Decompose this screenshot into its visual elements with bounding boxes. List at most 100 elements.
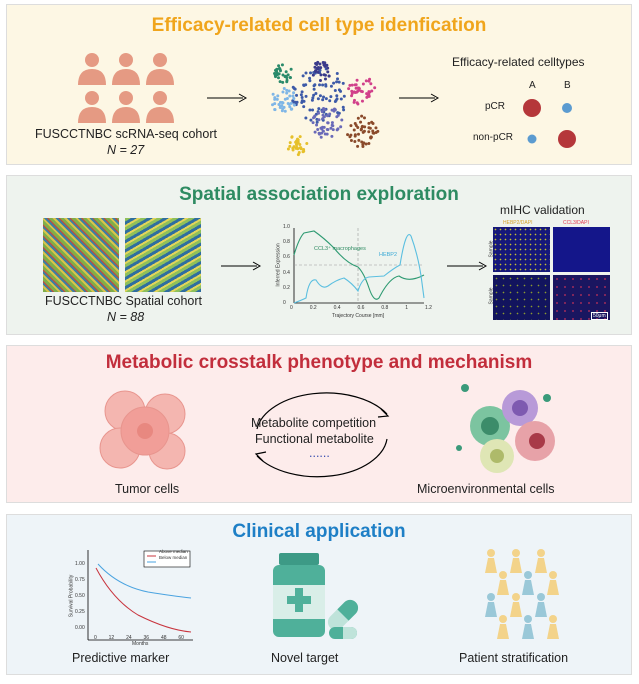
panel3-title: Metabolic crosstalk phenotype and mechan… <box>105 352 533 373</box>
y-tick: 0 <box>283 299 286 306</box>
trajectory-xlabel: Trajectory Course [mm] <box>332 313 385 319</box>
pcr-label: pCR <box>485 101 506 112</box>
survival-yticks: 0.00 0.25 0.50 0.75 1.00 <box>75 561 85 631</box>
celltypes-legend-title: Efficacy-related celltypes <box>452 55 585 69</box>
panel4-title: Clinical application <box>232 521 406 542</box>
y-tick: 0.50 <box>75 593 85 599</box>
patient-stratification-label: Patient stratification <box>459 651 569 665</box>
scrna-cohort-label: FUSCCTNBC scRNA-seq cohort <box>35 127 217 141</box>
trajectory-chart <box>293 228 425 304</box>
survival-ylabel: Survival Probability <box>68 574 75 618</box>
hebp2-line <box>293 234 425 304</box>
panel2-title: Spatial association exploration <box>179 184 459 205</box>
legend-above-median: Above median <box>159 549 188 554</box>
x-tick: 12 <box>108 635 115 641</box>
x-tick: 0 <box>94 635 97 641</box>
person-icon <box>485 549 497 573</box>
x-tick: 0.4 <box>333 305 341 311</box>
trajectory-series1-label: CCL3⁺ macrophages <box>314 246 366 252</box>
microenvironment-cells-label: Microenvironmental cells <box>417 482 555 496</box>
person-icon <box>535 593 547 617</box>
y-tick: 0.25 <box>75 609 85 615</box>
survival-chart <box>87 550 193 641</box>
novel-target-label: Novel target <box>271 651 339 665</box>
arrow-icon <box>221 261 262 271</box>
y-tick: 0.8 <box>283 239 290 246</box>
y-tick: 0.6 <box>283 254 290 261</box>
person-icon <box>497 571 509 595</box>
person-icon <box>485 593 497 617</box>
y-tick: 0.2 <box>283 284 290 291</box>
mihc-image-1 <box>493 227 550 272</box>
spatial-map-1 <box>43 218 119 292</box>
mihc-col1: HEBP2/DAPI <box>503 220 533 226</box>
ccl3-line <box>293 230 425 300</box>
drug-bottle-icon <box>273 553 359 639</box>
arrow-icon <box>447 261 488 271</box>
person-icon <box>510 549 522 573</box>
mihc-image-3 <box>493 275 550 320</box>
x-tick: 24 <box>126 635 132 641</box>
x-tick: 0.6 <box>357 305 365 311</box>
col-a-label: A <box>529 80 536 91</box>
patient-group-icon <box>485 549 559 639</box>
y-tick: 0.75 <box>75 577 85 583</box>
trajectory-yticks: 0 0.2 0.4 0.6 0.8 1.0 <box>283 224 290 306</box>
microenvironment-cells-illustration <box>456 384 555 473</box>
person-icon <box>497 615 509 639</box>
person-icon <box>522 571 534 595</box>
survival-xlabel: Months <box>132 641 149 647</box>
x-tick: 0.2 <box>309 305 317 311</box>
survival-xticks: 0 12 24 36 48 60 <box>94 635 184 641</box>
x-tick: 1.2 <box>425 305 432 311</box>
predictive-marker-label: Predictive marker <box>72 651 170 665</box>
arrow-icon <box>399 93 440 103</box>
panel-spatial-association: Spatial association exploration FUSCCTNB… <box>6 175 632 335</box>
col-b-label: B <box>564 80 571 91</box>
arrow-icon <box>207 93 248 103</box>
spatial-cohort-n: N = 88 <box>107 310 145 324</box>
x-tick: 48 <box>160 635 167 641</box>
panel-celltype-identification: Efficacy-related cell type idenfication … <box>6 4 632 165</box>
dot-plot <box>523 99 576 148</box>
tsne-plot <box>271 60 380 157</box>
y-tick: 1.00 <box>75 561 85 567</box>
x-tick: 36 <box>143 635 150 641</box>
panel1-title: Efficacy-related cell type idenfication <box>151 15 487 36</box>
person-icon <box>510 593 522 617</box>
more-mechanisms: ...... <box>309 446 330 460</box>
tumor-cells-illustration <box>99 390 186 470</box>
person-icon <box>522 615 534 639</box>
spatial-cohort-label: FUSCCTNBC Spatial cohort <box>45 294 202 308</box>
tumor-cells-label: Tumor cells <box>115 482 180 496</box>
person-icon <box>547 571 559 595</box>
scrna-cohort-n: N = 27 <box>107 143 145 157</box>
x-tick: 0.8 <box>381 305 389 311</box>
trajectory-ylabel: Inferred Expression <box>275 243 282 287</box>
spatial-map-2 <box>125 218 201 292</box>
person-icon <box>535 549 547 573</box>
panel-metabolic-crosstalk: Metabolic crosstalk phenotype and mechan… <box>6 345 632 503</box>
trajectory-xticks: 0 0.2 0.4 0.6 0.8 1 1.2 <box>290 305 432 311</box>
non-pcr-label: non-pCR <box>473 132 514 143</box>
above-median-curve <box>95 567 192 633</box>
x-tick: 60 <box>178 635 184 641</box>
metabolite-competition: Metabolite competition <box>251 416 377 430</box>
y-tick: 1.0 <box>283 224 290 230</box>
y-tick: 0.4 <box>283 269 290 276</box>
legend-below-median: Below median <box>159 555 188 560</box>
x-tick: 0 <box>290 305 293 311</box>
person-icon <box>547 615 559 639</box>
trajectory-series2-label: HEBP2 <box>379 252 398 258</box>
mihc-col2: CCL3/DAPI <box>563 220 589 226</box>
crosstalk-cycle-arrows <box>254 392 390 478</box>
mihc-scale-bar: 50μm <box>591 312 608 320</box>
functional-metabolite: Functional metabolite <box>255 432 374 446</box>
y-tick: 0.00 <box>75 625 85 631</box>
x-tick: 1 <box>405 305 409 311</box>
patients-icon <box>78 53 174 123</box>
panel-clinical-application: Clinical application Above median Below … <box>6 514 632 675</box>
below-median-curve <box>97 563 192 599</box>
mihc-title: mIHC validation <box>500 203 585 217</box>
mihc-image-2 <box>553 227 610 272</box>
